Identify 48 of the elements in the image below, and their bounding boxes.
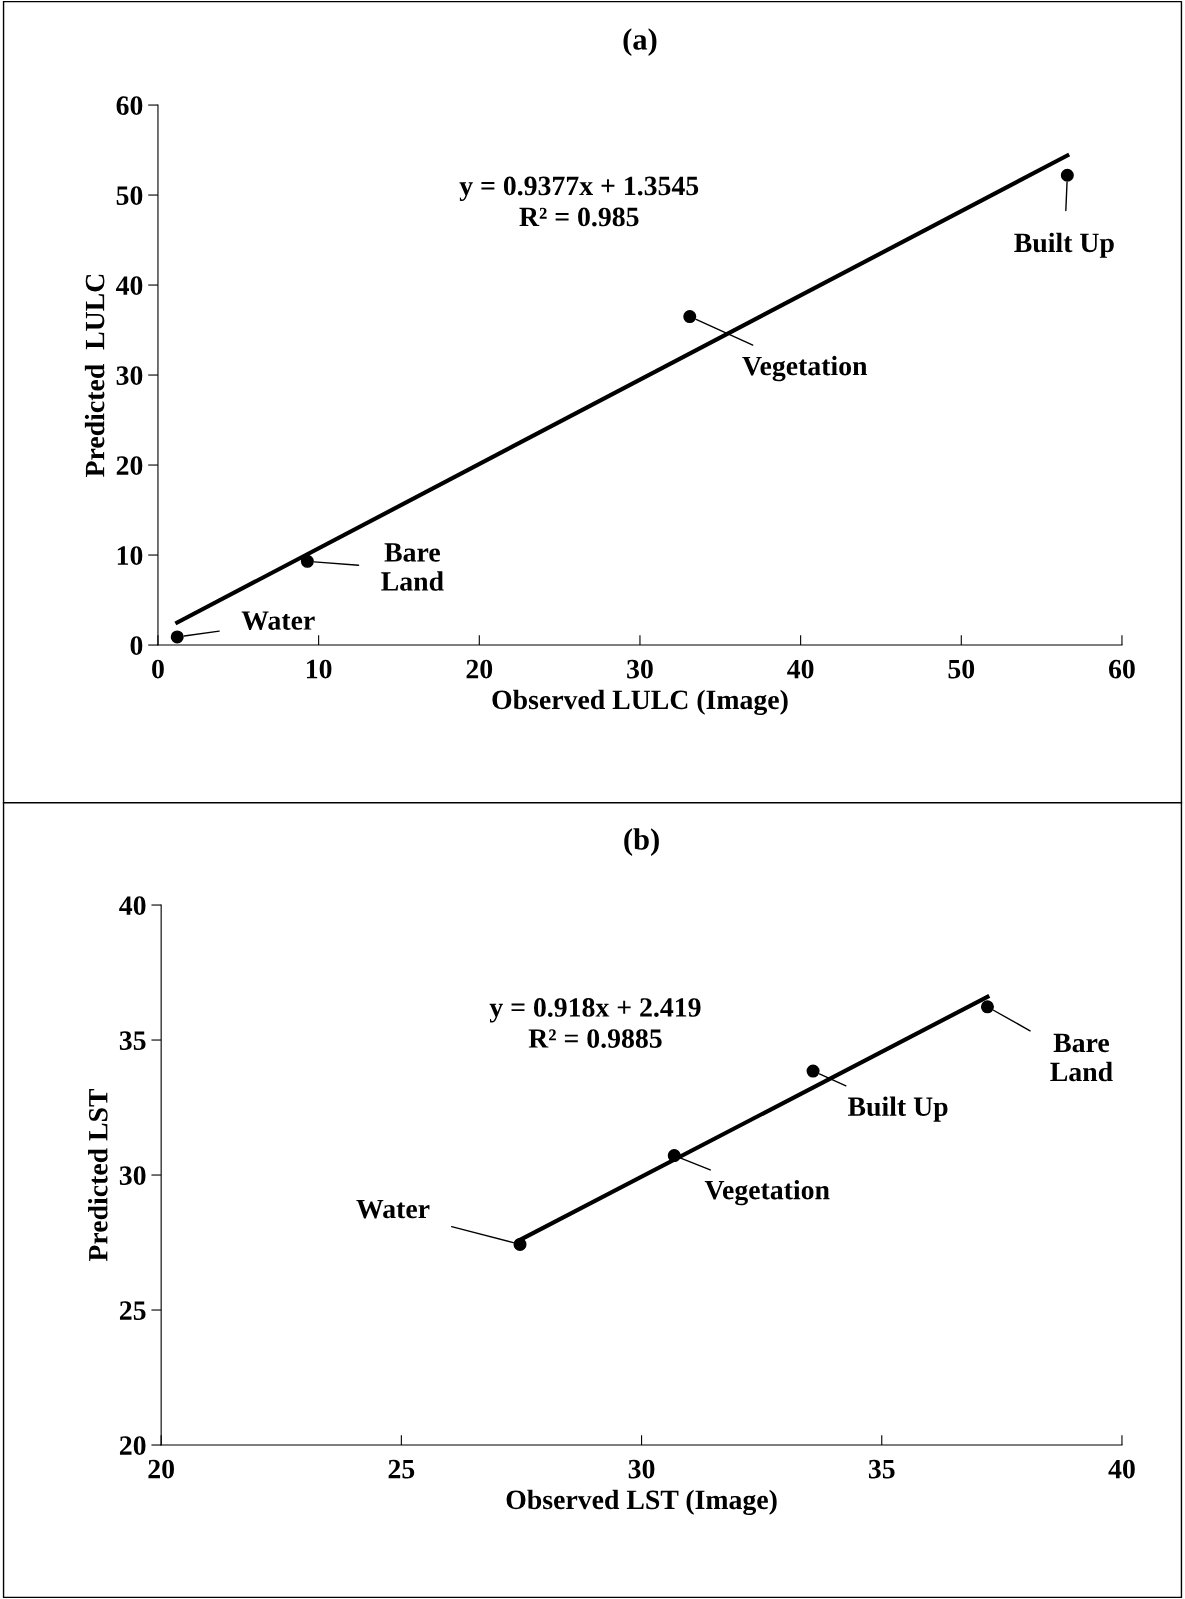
annotation: Water — [241, 611, 315, 631]
y-tick-label: 20 — [119, 1436, 146, 1455]
x-tick-label: 10 — [306, 659, 332, 679]
y-axis-title: Predicted LST — [88, 1088, 108, 1262]
x-tick-label: 35 — [868, 1459, 895, 1479]
y-axis-title: Predicted LULC — [84, 274, 105, 477]
y-tick-label: 30 — [119, 1166, 146, 1185]
point — [513, 1237, 527, 1251]
x-tick-label: 40 — [1108, 1459, 1135, 1479]
y-tick-label: 40 — [115, 276, 143, 295]
y-tick-label: 30 — [116, 366, 143, 385]
x-tick-label: 25 — [388, 1459, 415, 1479]
annotation: Water — [356, 1199, 430, 1219]
x-tick-label: 50 — [948, 659, 975, 679]
y-tick-label: 10 — [117, 546, 143, 565]
annotation: Built Up — [847, 1096, 948, 1122]
chart-title: (b) — [624, 828, 659, 856]
y-tick-label: 25 — [119, 1301, 146, 1320]
x-tick-label: 30 — [627, 659, 653, 679]
point — [1060, 168, 1074, 182]
annotation: Bare Land — [381, 543, 444, 591]
x-tick-label: 40 — [787, 659, 814, 679]
annotation: Vegetation — [704, 1179, 830, 1206]
y-tick-label: 60 — [116, 96, 143, 115]
y-tick-label: 0 — [130, 636, 143, 655]
x-tick-label: 20 — [466, 659, 493, 679]
point — [300, 554, 314, 568]
x-tick-label: 0 — [152, 659, 164, 679]
annotation: y = 0.9377x + 1.3545 R² = 0.985 — [459, 176, 699, 227]
point — [806, 1064, 820, 1078]
y-tick-label: 40 — [119, 896, 146, 915]
chart-title: (a) — [623, 28, 657, 57]
y-tick-label: 50 — [116, 186, 143, 205]
x-tick-label: 30 — [628, 1459, 655, 1479]
point — [667, 1149, 681, 1163]
annotation: Bare Land — [1050, 1033, 1113, 1082]
annotation: y = 0.918x + 2.419 R² = 0.9885 — [489, 998, 701, 1049]
x-axis-title: Observed LULC (Image) — [492, 689, 788, 716]
annotation: Built Up — [1014, 232, 1114, 258]
y-tick-label: 35 — [119, 1031, 146, 1050]
x-axis-title: Observed LST (Image) — [506, 1489, 777, 1516]
x-tick-label: 60 — [1109, 659, 1135, 679]
point — [170, 630, 184, 644]
y-tick-label: 20 — [116, 456, 143, 475]
x-tick-label: 20 — [148, 1459, 174, 1479]
point — [980, 1000, 994, 1014]
annotation: Vegetation — [742, 355, 868, 382]
point — [683, 310, 697, 324]
